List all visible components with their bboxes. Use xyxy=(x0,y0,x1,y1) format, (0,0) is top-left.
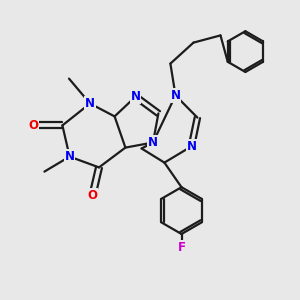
Text: N: N xyxy=(64,150,75,163)
Text: N: N xyxy=(170,89,181,102)
Text: N: N xyxy=(130,90,141,103)
Text: O: O xyxy=(28,119,38,132)
Text: N: N xyxy=(186,140,197,153)
Text: F: F xyxy=(178,241,185,254)
Text: O: O xyxy=(87,189,98,202)
Text: N: N xyxy=(148,136,158,149)
Text: N: N xyxy=(85,97,95,110)
